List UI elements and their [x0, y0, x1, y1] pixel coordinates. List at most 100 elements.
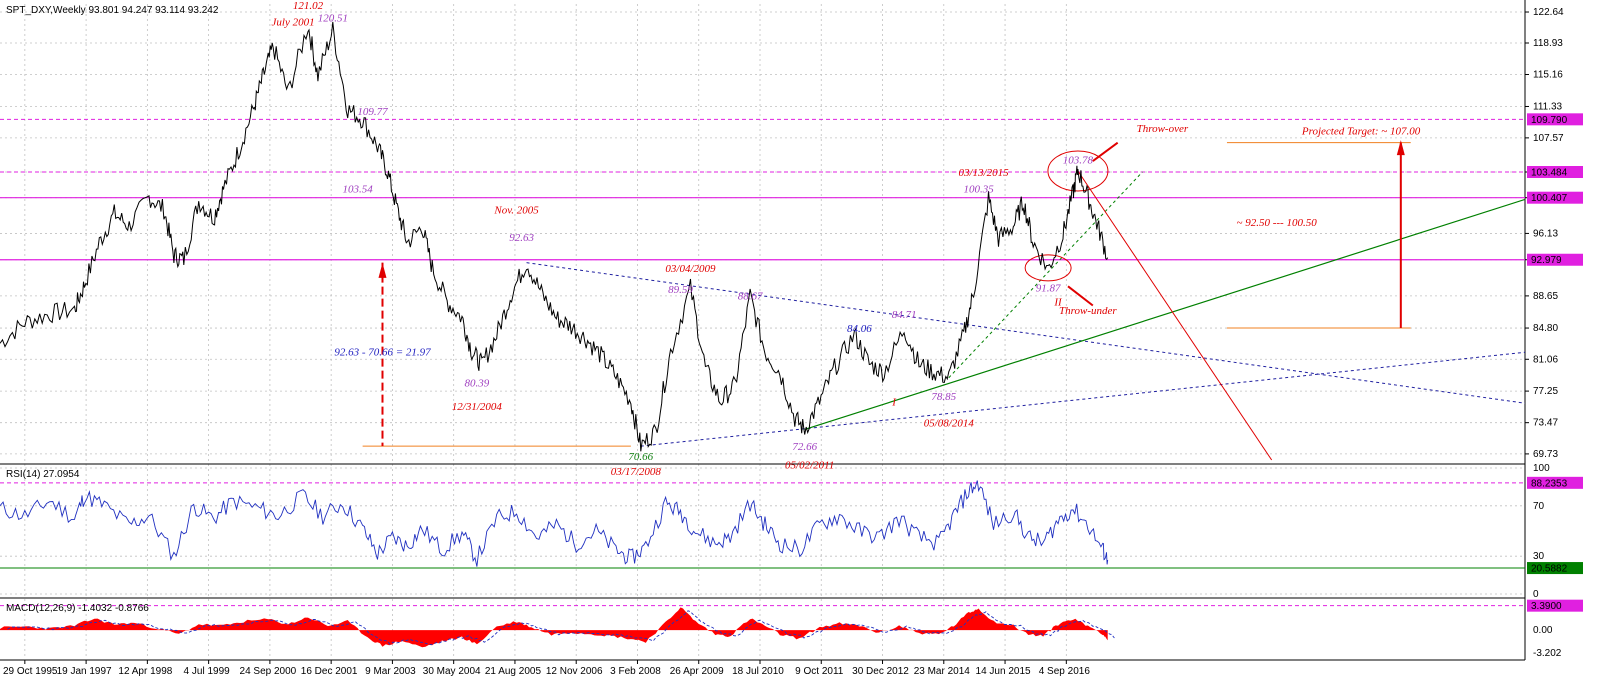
- rsi-tick-label-2: 30: [1533, 551, 1545, 562]
- price-tick-label-0: 122.64: [1533, 7, 1564, 18]
- price-line: [0, 21, 1109, 452]
- annotation-label-29: I: [891, 397, 897, 409]
- time-label-11: 26 Apr 2009: [670, 666, 724, 677]
- macd-signal-line: [7, 610, 1115, 646]
- annotation-label-22: 100.35: [963, 184, 994, 196]
- level-badge: [1527, 166, 1583, 179]
- annotation-label-1: 121.02: [293, 0, 324, 12]
- annotation-label-13: 80.39: [464, 378, 489, 390]
- time-label-3: 4 Jul 1999: [184, 666, 231, 677]
- annotation-label-10: 84.71: [892, 309, 917, 321]
- price-tick-label-14: 69.73: [1533, 449, 1558, 460]
- level-badge-label-0: 109.790: [1531, 115, 1568, 126]
- annotation-label-4: 103.54: [343, 184, 374, 196]
- price-tick-label-2: 115.16: [1533, 69, 1563, 80]
- target-arrowhead: [1396, 140, 1405, 156]
- ascending-trendline: [640, 351, 1526, 447]
- annotation-label-9: 88.67: [738, 291, 763, 303]
- price-axis: 122.64 118.93 115.16 111.33 107.57 96.13 88.65…: [1525, 7, 1583, 460]
- price-tick-label-12: 77.25: [1533, 386, 1558, 397]
- annotation-label-17: 72.66: [792, 441, 817, 453]
- macd-histogram: [0, 607, 1108, 648]
- annotation-label-30: II: [1053, 296, 1063, 308]
- annotation-label-2: 120.51: [318, 13, 348, 25]
- annotation-label-14: 12/31/2004: [452, 401, 503, 413]
- annotation-label-6: 92.63: [509, 232, 534, 244]
- price-tick-label-13: 73.47: [1533, 418, 1558, 429]
- annotation-label-5: Nov. 2005: [493, 205, 539, 217]
- rsi-series: 88.2353 20.5882 100 70 30 0: [0, 463, 1583, 600]
- level-badge: [1527, 113, 1583, 126]
- rsi-level-badge: [1527, 562, 1583, 575]
- price-tick-label-7: 96.13: [1533, 228, 1558, 239]
- time-label-4: 24 Sep 2000: [240, 666, 297, 677]
- main-chart-header: SPT_DXY,Weekly 93.801 94.247 93.114 93.2…: [6, 5, 219, 16]
- macd-tick-label-1: -3.202: [1533, 648, 1562, 659]
- descending-trendline: [526, 262, 1526, 404]
- green-channel-line: [948, 171, 1143, 379]
- rsi-tick-label-3: 0: [1533, 589, 1539, 600]
- level-badge: [1527, 253, 1583, 266]
- annotation-label-3: 109.77: [357, 106, 388, 118]
- level-badge-label-3: 92.979: [1531, 255, 1562, 266]
- annotation-label-16: 05/08/2014: [924, 418, 975, 430]
- annotation-label-19: 05/02/2011: [785, 459, 834, 471]
- price-tick-label-9: 88.65: [1533, 291, 1558, 302]
- annotation-label-25: 91.87: [1036, 282, 1061, 294]
- rsi-tick-label-0: 100: [1533, 463, 1550, 474]
- annotation-label-15: 78.85: [931, 391, 956, 403]
- time-label-17: 4 Sep 2016: [1039, 666, 1091, 677]
- macd-level-badge: [1527, 599, 1583, 612]
- time-label-8: 21 Aug 2005: [485, 666, 542, 677]
- rsi-level-badge: [1527, 476, 1583, 489]
- price-tick-label-10: 84.80: [1533, 323, 1558, 334]
- annotation-label-12: 92.63 - 70.66 = 21.97: [334, 347, 431, 359]
- time-label-1: 19 Jan 1997: [57, 666, 112, 677]
- time-label-16: 14 Jun 2015: [976, 666, 1031, 677]
- macd-tick-label-0: 0.00: [1533, 625, 1553, 636]
- time-label-7: 30 May 2004: [423, 666, 481, 677]
- annotation-label-23: 103.78: [1063, 155, 1094, 167]
- annotation-label-26: Throw-under: [1059, 305, 1117, 317]
- time-axis: 29 Oct 1995 19 Jan 1997 12 Apr 1998 4 Jul 1…: [3, 660, 1090, 677]
- time-label-9: 12 Nov 2006: [546, 666, 603, 677]
- level-badge-label-2: 100.407: [1531, 193, 1568, 204]
- rsi-header: RSI(14) 27.0954: [6, 469, 80, 480]
- time-label-5: 16 Dec 2001: [301, 666, 358, 677]
- time-label-2: 12 Apr 1998: [118, 666, 172, 677]
- annotation-label-18: 70.66: [628, 451, 653, 463]
- measure-arrowhead: [378, 262, 387, 278]
- annotation-label-0: July 2001: [272, 17, 315, 29]
- time-label-10: 3 Feb 2008: [610, 666, 661, 677]
- throw-under-ellipse: [1024, 254, 1072, 282]
- level-badge: [1527, 191, 1583, 204]
- annotation-label-20: 03/17/2008: [611, 466, 662, 478]
- throw-over-ellipse: [1047, 150, 1109, 192]
- macd-badge-label: 3.3900: [1531, 601, 1562, 612]
- annotation-label-11: 84.06: [847, 323, 872, 335]
- annotation-label-24: Throw-over: [1137, 123, 1189, 135]
- red-trendline: [1077, 170, 1273, 461]
- price-tick-label-1: 118.93: [1533, 38, 1563, 49]
- throw-over-pointer: [1092, 141, 1119, 162]
- annotation-label-27: ~ 92.50 --- 100.50: [1237, 217, 1318, 229]
- time-label-13: 9 Oct 2011: [795, 666, 844, 677]
- level-badge-label-1: 103.484: [1531, 168, 1568, 179]
- price-series: [0, 21, 1109, 452]
- annotation-label-8: 89.59: [668, 284, 693, 296]
- time-label-0: 29 Oct 1995: [3, 666, 58, 677]
- price-tick-label-11: 81.06: [1533, 354, 1558, 365]
- time-label-15: 23 Mar 2014: [914, 666, 971, 677]
- rsi-tick-label-1: 70: [1533, 501, 1545, 512]
- rsi-line: [0, 480, 1109, 567]
- rsi-badge-label-0: 88.2353: [1531, 478, 1568, 489]
- throw-under-pointer: [1067, 285, 1094, 307]
- time-label-12: 18 Jul 2010: [732, 666, 784, 677]
- green-trendline: [804, 198, 1526, 431]
- macd-series: 3.3900 0.00 -3.202: [0, 599, 1583, 659]
- annotation-label-21: 03/13/2015: [958, 167, 1009, 179]
- time-label-6: 9 Mar 2003: [365, 666, 416, 677]
